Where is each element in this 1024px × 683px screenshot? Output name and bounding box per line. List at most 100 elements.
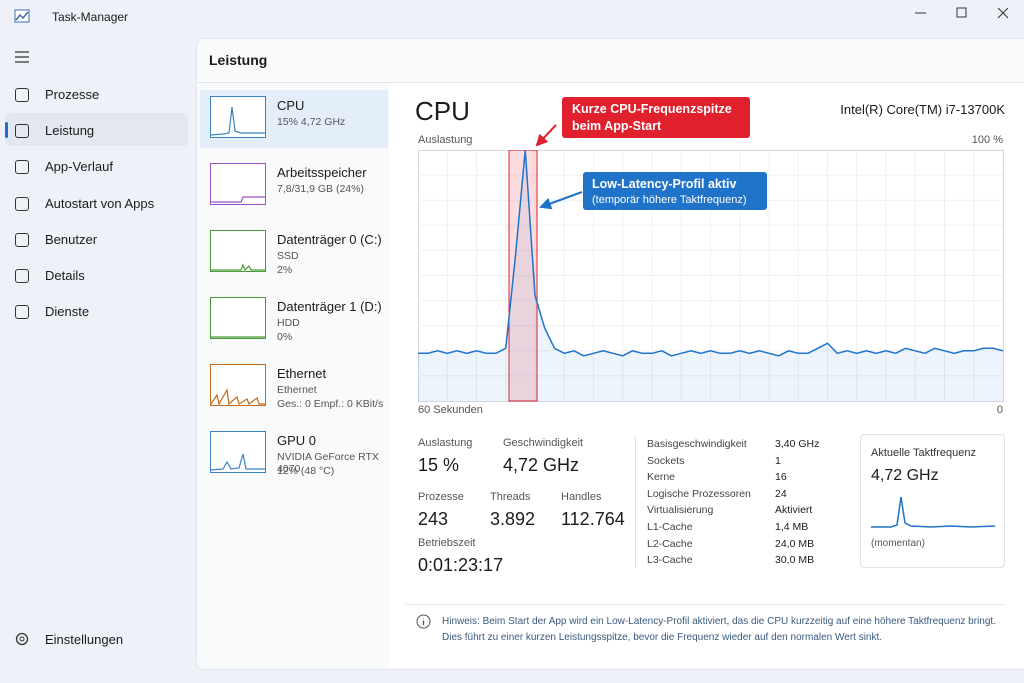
stat-label: Geschwindigkeit <box>503 437 584 449</box>
spec-value: 3,40 GHz <box>775 438 820 450</box>
nav-icon <box>15 124 29 138</box>
nav-item[interactable]: Benutzer <box>45 232 98 247</box>
device-sparkline <box>211 336 265 338</box>
nav-item[interactable]: Autostart von Apps <box>45 196 155 211</box>
freq-note: (momentan) <box>871 538 925 549</box>
device-detail: SSD <box>277 250 299 262</box>
detail-title: CPU <box>415 96 470 126</box>
callout-red: Kurze CPU-Frequenzspitze beim App-Start <box>562 97 750 138</box>
stat-value: 4,72 GHz <box>503 455 580 475</box>
device-name: Datenträger 1 (D:) <box>277 299 382 314</box>
device-thumb <box>210 163 266 205</box>
device-detail: 7,8/31,9 GB (24%) <box>277 183 364 195</box>
device-thumb <box>210 96 266 138</box>
stat-label: Handles <box>561 491 602 503</box>
spec-label: L1-Cache <box>647 521 693 533</box>
window-controls[interactable] <box>905 0 1024 30</box>
device-sparkline <box>211 196 265 203</box>
sparkline <box>211 263 265 272</box>
callout-arrows <box>535 124 583 210</box>
freq-box: Aktuelle Taktfrequenz 4,72 GHz (momentan… <box>860 434 1005 568</box>
window-title: Task-Manager <box>52 10 129 24</box>
spec-label: Basisgeschwindigkeit <box>647 438 747 450</box>
device-sparkline <box>210 453 265 471</box>
device-detail: Ges.: 0 Empf.: 0 KBit/s <box>277 398 384 410</box>
freq-value: 4,72 GHz <box>871 467 939 484</box>
device-item[interactable]: Datenträger 1 (D:) HDD 0% <box>200 291 388 349</box>
spec-value: 24,0 MB <box>775 537 815 550</box>
spec-label: L2-Cache <box>647 537 693 550</box>
device-sparkline <box>210 388 265 406</box>
stats-divider <box>635 437 636 567</box>
page-title: Leistung <box>209 52 268 68</box>
device-item[interactable]: CPU 15% 4,72 GHz <box>200 90 388 148</box>
stat-label: Betriebszeit <box>418 537 476 549</box>
spec-label: Logische Prozessoren <box>647 487 751 500</box>
spec-label: Kerne <box>647 471 676 484</box>
nav-item[interactable]: Leistung <box>45 123 95 138</box>
device-item[interactable]: GPU 0 NVIDIA GeForce RTX 4070 12% (48 °C) <box>200 425 388 483</box>
sparkline <box>211 196 265 203</box>
callout-blue: Low-Latency-Profil aktiv (temporär höher… <box>583 172 767 210</box>
hint-line: Dies führt zu einer kurzen Leistungsspit… <box>442 632 883 643</box>
spec-value: 30,0 MB <box>775 554 815 567</box>
device-detail: 0% <box>277 331 293 343</box>
sparkline <box>210 106 265 136</box>
spec-value: 24 <box>775 487 787 500</box>
stat-value: 15 % <box>418 455 460 475</box>
callout-red-line: Kurze CPU-Frequenzspitze <box>572 102 732 116</box>
graph-x-left: 60 Sekunden <box>418 404 483 416</box>
device-sparkline <box>211 263 265 272</box>
menu-icon[interactable] <box>14 50 30 64</box>
header-divider <box>197 82 1024 83</box>
nav-item[interactable]: App-Verlauf <box>45 159 113 174</box>
nav-item[interactable]: Details <box>45 268 85 283</box>
device-item[interactable]: Arbeitsspeicher 7,8/31,9 GB (24%) <box>200 157 388 215</box>
nav-item[interactable]: Prozesse <box>45 87 100 102</box>
nav-icon <box>15 197 29 211</box>
device-detail: Ethernet <box>277 384 317 396</box>
device-detail: NVIDIA GeForce RTX 4070 <box>277 451 379 475</box>
graph-label: Auslastung <box>418 134 473 146</box>
stat-label: Prozesse <box>418 491 464 503</box>
nav-icon <box>15 269 29 283</box>
device-name: Datenträger 0 (C:) <box>277 232 382 247</box>
info-icon <box>416 614 431 629</box>
spec-value: Aktiviert <box>775 504 813 517</box>
nav-item[interactable]: Dienste <box>45 304 90 319</box>
cpu-model: Intel(R) Core(TM) i7-13700K <box>840 102 1005 117</box>
sparkline <box>210 453 265 471</box>
device-thumb <box>210 364 266 406</box>
device-thumb <box>210 297 266 339</box>
nav-icon <box>15 233 29 247</box>
device-name: GPU 0 <box>277 433 317 448</box>
device-detail: 12% (48 °C) <box>277 465 335 477</box>
freq-sparkline <box>871 496 995 528</box>
device-item[interactable]: Datenträger 0 (C:) SSD 2% <box>200 224 388 282</box>
stat-label: Threads <box>490 491 531 503</box>
device-detail: HDD <box>277 317 300 329</box>
stat-value: 0:01:23:17 <box>418 555 504 575</box>
spec-value: 1,4 MB <box>775 521 809 533</box>
callout-red-line: beim App-Start <box>572 119 662 133</box>
nav-indicator <box>5 122 8 138</box>
callout-blue-line: Low-Latency-Profil aktiv <box>592 177 737 191</box>
graph-x-right: 0 <box>996 404 1003 416</box>
device-thumb <box>210 230 266 272</box>
device-item[interactable]: Ethernet Ethernet Ges.: 0 Empf.: 0 KBit/s <box>200 358 388 416</box>
device-name: Ethernet <box>277 366 327 381</box>
nav-icon <box>15 305 29 319</box>
device-name: Arbeitsspeicher <box>277 165 367 180</box>
footer-divider <box>405 604 1005 605</box>
device-name: CPU <box>277 98 305 113</box>
settings-icon <box>15 632 29 646</box>
device-detail: 2% <box>277 264 293 276</box>
app-icon <box>14 9 30 23</box>
hint-line: Hinweis: Beim Start der App wird ein Low… <box>442 616 996 627</box>
device-sparkline <box>210 106 265 136</box>
spec-value: 1 <box>775 454 781 467</box>
stat-value: 112.764 <box>561 509 625 529</box>
nav-settings[interactable]: Einstellungen <box>45 632 124 647</box>
cpu-line <box>418 150 1004 357</box>
